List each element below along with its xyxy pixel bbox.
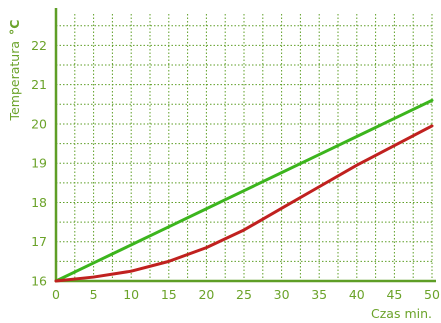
series-layer [54, 98, 434, 283]
x-tick-label: 10 [123, 287, 139, 302]
grid-layer [56, 14, 433, 281]
x-tick-label: 0 [52, 287, 60, 302]
y-tick-label: 22 [31, 38, 47, 53]
series-line-2 [54, 124, 434, 283]
x-tick-label: 25 [236, 287, 252, 302]
axis-layer [54, 8, 436, 283]
x-tick-label: 5 [90, 287, 98, 302]
x-tick-label: 50 [424, 287, 440, 302]
y-tick-label: 20 [31, 116, 47, 131]
y-tick-label: 17 [31, 234, 47, 249]
y-tick-label: 18 [31, 195, 47, 210]
y-tick-label: 21 [31, 77, 47, 92]
y-axis-title: Temperatura °C [7, 20, 22, 122]
x-tick-label: 45 [386, 287, 402, 302]
y-axis-title-text: Temperatura [7, 41, 22, 121]
series-line-1 [54, 98, 434, 283]
y-axis-unit: °C [7, 20, 22, 35]
x-tick-label: 30 [274, 287, 290, 302]
y-tick-label: 19 [31, 156, 47, 171]
x-tick-label: 15 [161, 287, 177, 302]
x-tick-label: 40 [349, 287, 365, 302]
y-tick-label: 16 [31, 274, 47, 289]
x-axis-title: Czas min. [371, 306, 432, 321]
x-tick-label: 35 [311, 287, 327, 302]
x-tick-label: 20 [198, 287, 214, 302]
tick-layer: 0 5 10 15 20 25 30 35 40 45 50 16 17 18 19 20 21 22 [31, 38, 440, 302]
